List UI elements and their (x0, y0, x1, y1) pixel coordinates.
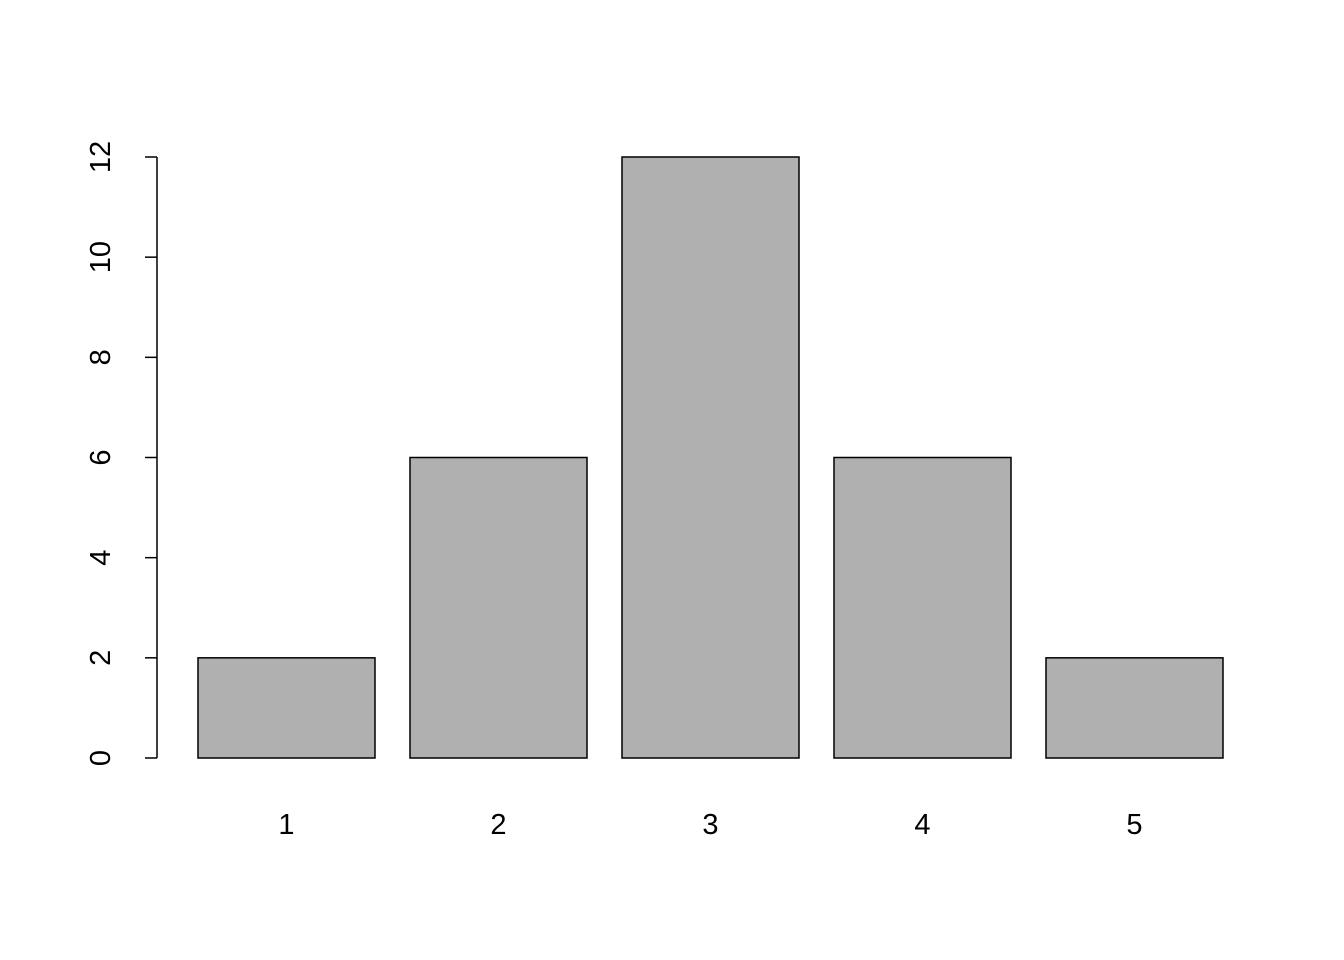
x-tick-label: 3 (702, 809, 718, 841)
y-tick-label: 8 (85, 349, 117, 365)
bars (197, 156, 1224, 759)
bar (409, 456, 588, 759)
x-tick-label: 2 (490, 809, 506, 841)
y-tick-label: 12 (85, 141, 117, 173)
bar (1045, 657, 1224, 759)
x-tick-label: 1 (278, 809, 294, 841)
x-tick-label: 4 (914, 809, 930, 841)
bar (833, 456, 1012, 759)
x-tick-label: 5 (1126, 809, 1142, 841)
y-tick-label: 4 (85, 550, 117, 566)
y-tick-label: 10 (85, 241, 117, 273)
y-tick-label: 2 (85, 650, 117, 666)
x-tick-labels: 1 2 3 4 5 (278, 809, 1142, 841)
bar (197, 657, 376, 759)
y-tick-label: 6 (85, 449, 117, 465)
y-tick-label: 0 (85, 750, 117, 766)
bar (621, 156, 800, 759)
y-axis: 0 2 4 6 8 10 12 (85, 141, 158, 766)
